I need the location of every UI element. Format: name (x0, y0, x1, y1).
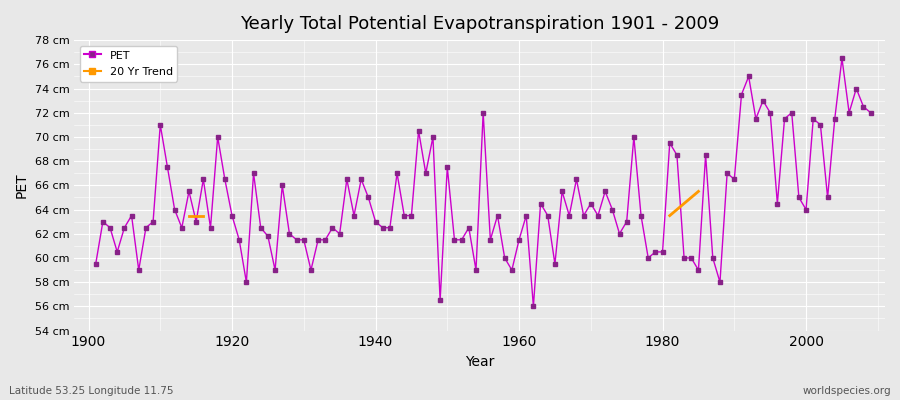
Y-axis label: PET: PET (15, 172, 29, 198)
Text: Latitude 53.25 Longitude 11.75: Latitude 53.25 Longitude 11.75 (9, 386, 174, 396)
Title: Yearly Total Potential Evapotranspiration 1901 - 2009: Yearly Total Potential Evapotranspiratio… (240, 15, 719, 33)
Text: worldspecies.org: worldspecies.org (803, 386, 891, 396)
X-axis label: Year: Year (465, 355, 494, 369)
Legend: PET, 20 Yr Trend: PET, 20 Yr Trend (80, 46, 177, 82)
